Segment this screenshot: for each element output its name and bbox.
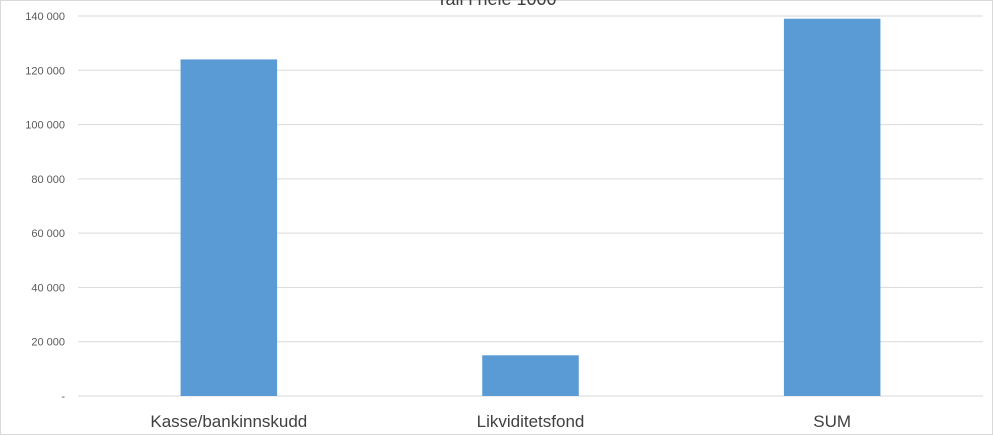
y-tick-label: 20 000 (31, 337, 65, 349)
bar (783, 18, 881, 396)
x-category-label: SUM (813, 412, 851, 431)
y-tick-label: 40 000 (31, 282, 65, 294)
bar (482, 355, 579, 396)
x-category-label: Likviditetsfond (477, 412, 585, 431)
y-axis-tick-labels: - 20 000 40 000 60 000 80 000 100 000 120 000 1… (25, 11, 65, 403)
bars (180, 18, 881, 397)
bar (180, 59, 278, 397)
y-tick-label: 60 000 (31, 228, 65, 240)
y-tick-label: - (61, 391, 65, 403)
y-tick-label: 140 000 (25, 11, 65, 23)
x-category-label: Kasse/bankinnskudd (150, 412, 307, 431)
x-axis-category-labels: Kasse/bankinnskudd Likviditetsfond SUM (150, 412, 851, 431)
y-tick-label: 120 000 (25, 65, 65, 77)
y-tick-label: 100 000 (25, 120, 65, 132)
y-tick-label: 80 000 (31, 174, 65, 186)
